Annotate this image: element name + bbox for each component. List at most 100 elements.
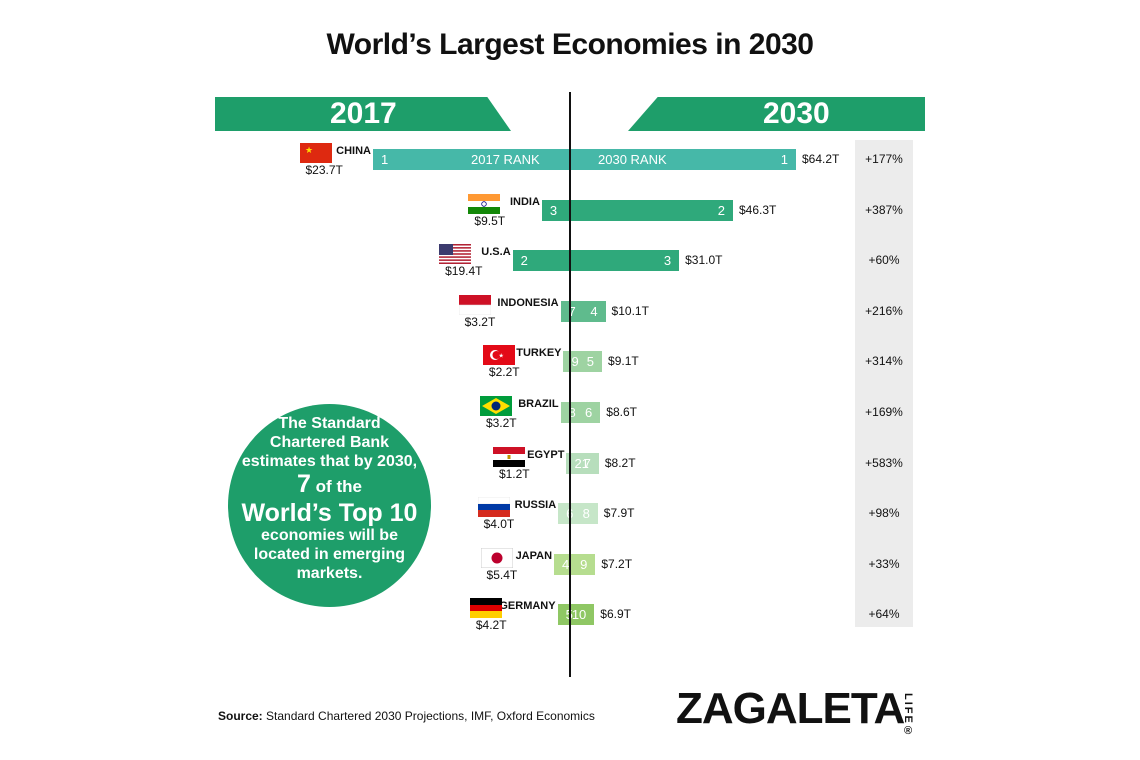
egypt-flag-icon [492,446,525,467]
source-note: Source: Standard Chartered 2030 Projecti… [218,709,595,723]
rank-2030-label: 6 [585,405,593,420]
gdp-2030-value: $64.2T [801,152,840,166]
country-bar [512,250,680,272]
russia-flag-icon [477,497,510,518]
rank-2017-label: 1 [381,152,389,167]
gdp-2030-value: $31.0T [685,253,723,268]
country-bar [373,149,796,170]
rank-header-2030: 2030 RANK [598,152,667,167]
rank-2017-label: 2 [520,253,528,269]
rank-2030-label: 10 [571,607,587,623]
growth-percent: +98% [868,506,900,521]
growth-percent: +60% [868,253,900,268]
gdp-2030-value: $46.3T [738,202,777,217]
country-bar [566,452,599,474]
turkey-flag-icon: ★ [482,345,515,366]
rank-2030-label: 4 [590,303,598,319]
country-bar [558,503,598,525]
callout-highlight: 7 of the [228,471,431,500]
country-name: GERMANY [499,600,556,613]
country-name: EGYPT [527,448,565,461]
callout-line: Chartered Bank [269,434,390,451]
country-name: CHINA [336,145,371,157]
china-flag-icon: ★ [299,143,332,163]
gdp-2017-value: $2.2T [488,365,520,380]
rank-2030-label: 5 [586,354,595,370]
gdp-2030-value: $10.1T [611,303,649,318]
japan-flag-icon [480,547,513,568]
callout-line: estimates that by 2030, [241,453,418,470]
rank-2017-label: 4 [562,556,570,572]
country-name: U.S.A [481,246,511,259]
gdp-2017-value: $5.4T [486,567,518,582]
country-bar [554,553,596,575]
country-name: BRAZIL [518,398,559,410]
callout-line: located in emerging [253,546,406,563]
country-name: INDIA [509,195,540,208]
gdp-2030-value: $8.6T [606,405,637,419]
rank-2017-label: 9 [571,354,579,370]
rank-header-2017: 2017 RANK [471,152,540,167]
country-bar [557,604,595,626]
rank-2030-label: 1 [780,152,788,167]
gdp-2017-value: $23.7T [305,163,343,177]
callout-number: 7 [297,470,311,498]
source-text: Standard Chartered 2030 Projections, IMF… [262,709,595,723]
growth-percent: +64% [868,607,900,622]
rank-2030-label: 2 [717,202,725,218]
country-bar [563,351,603,373]
source-label: Source: [218,709,263,723]
growth-percent: +314% [865,354,903,369]
gdp-2017-value: $1.2T [498,466,530,481]
country-bar [541,199,733,221]
usa-flag-icon [439,244,472,265]
gdp-2030-value: $8.2T [604,455,636,470]
gdp-2017-value: $4.0T [483,517,515,532]
brand-logo: ZAGALETA [676,684,905,733]
svg-text:★: ★ [498,353,503,360]
gdp-2017-value: $3.2T [464,314,496,329]
year-banner-2030: 2030 [628,97,925,131]
gdp-2017-value: $9.5T [474,213,506,228]
callout-top10: World’s Top 10 [241,499,418,527]
germany-flag-icon [469,598,502,619]
rank-2017-label: 3 [549,202,558,218]
year-banner-2017: 2017 [215,97,511,131]
rank-2017-label: 8 [568,405,576,420]
growth-panel [855,140,913,627]
indonesia-flag-icon [458,294,491,315]
chart-title: World’s Largest Economies in 2030 [326,28,815,61]
gdp-2017-value: $3.2T [485,416,517,430]
india-flag-icon [468,193,501,214]
growth-percent: +216% [865,303,903,318]
country-bar [560,300,606,322]
country-name: RUSSIA [514,499,557,512]
rank-2030-label: 8 [582,506,590,522]
gdp-2030-value: $7.2T [601,556,633,571]
growth-percent: +387% [865,202,903,217]
callout-line: markets. [296,565,363,582]
gdp-2017-value: $4.2T [475,618,507,633]
gdp-2017-value: $19.4T [445,264,483,279]
callout-of-the: of the [310,477,362,496]
center-axis-line [569,92,571,677]
gdp-2030-value: $7.9T [603,506,635,521]
rank-2030-label: 7 [583,455,591,471]
country-name: TURKEY [516,347,562,360]
country-name: INDONESIA [497,296,559,309]
brazil-flag-icon [479,396,512,416]
callout-line: The Standard [278,415,381,432]
callout-line: economies will be [261,527,398,544]
rank-2017-label: 21 [574,455,589,471]
growth-percent: +177% [865,152,903,166]
growth-percent: +583% [865,455,903,470]
rank-2017-label: 7 [568,303,576,319]
rank-2030-label: 9 [580,556,588,572]
growth-percent: +169% [865,405,903,419]
country-name: JAPAN [515,549,553,562]
svg-text:★: ★ [305,145,313,155]
callout-circle: The Standard Chartered Bank estimates th… [228,404,431,607]
brand-logo-sub: LIFE® [902,693,914,739]
gdp-2030-value: $9.1T [608,354,639,369]
